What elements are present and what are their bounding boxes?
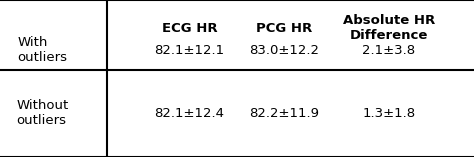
Text: 2.1±3.8: 2.1±3.8 [362, 44, 415, 57]
Text: Without
outliers: Without outliers [17, 99, 69, 127]
Text: PCG HR: PCG HR [256, 22, 312, 35]
Text: 82.1±12.1: 82.1±12.1 [155, 44, 225, 57]
Text: 82.2±11.9: 82.2±11.9 [249, 107, 319, 119]
Text: 83.0±12.2: 83.0±12.2 [249, 44, 319, 57]
Text: 1.3±1.8: 1.3±1.8 [362, 107, 415, 119]
Text: Absolute HR
Difference: Absolute HR Difference [343, 14, 435, 42]
Text: With
outliers: With outliers [18, 36, 68, 64]
Text: 82.1±12.4: 82.1±12.4 [155, 107, 225, 119]
Text: ECG HR: ECG HR [162, 22, 218, 35]
